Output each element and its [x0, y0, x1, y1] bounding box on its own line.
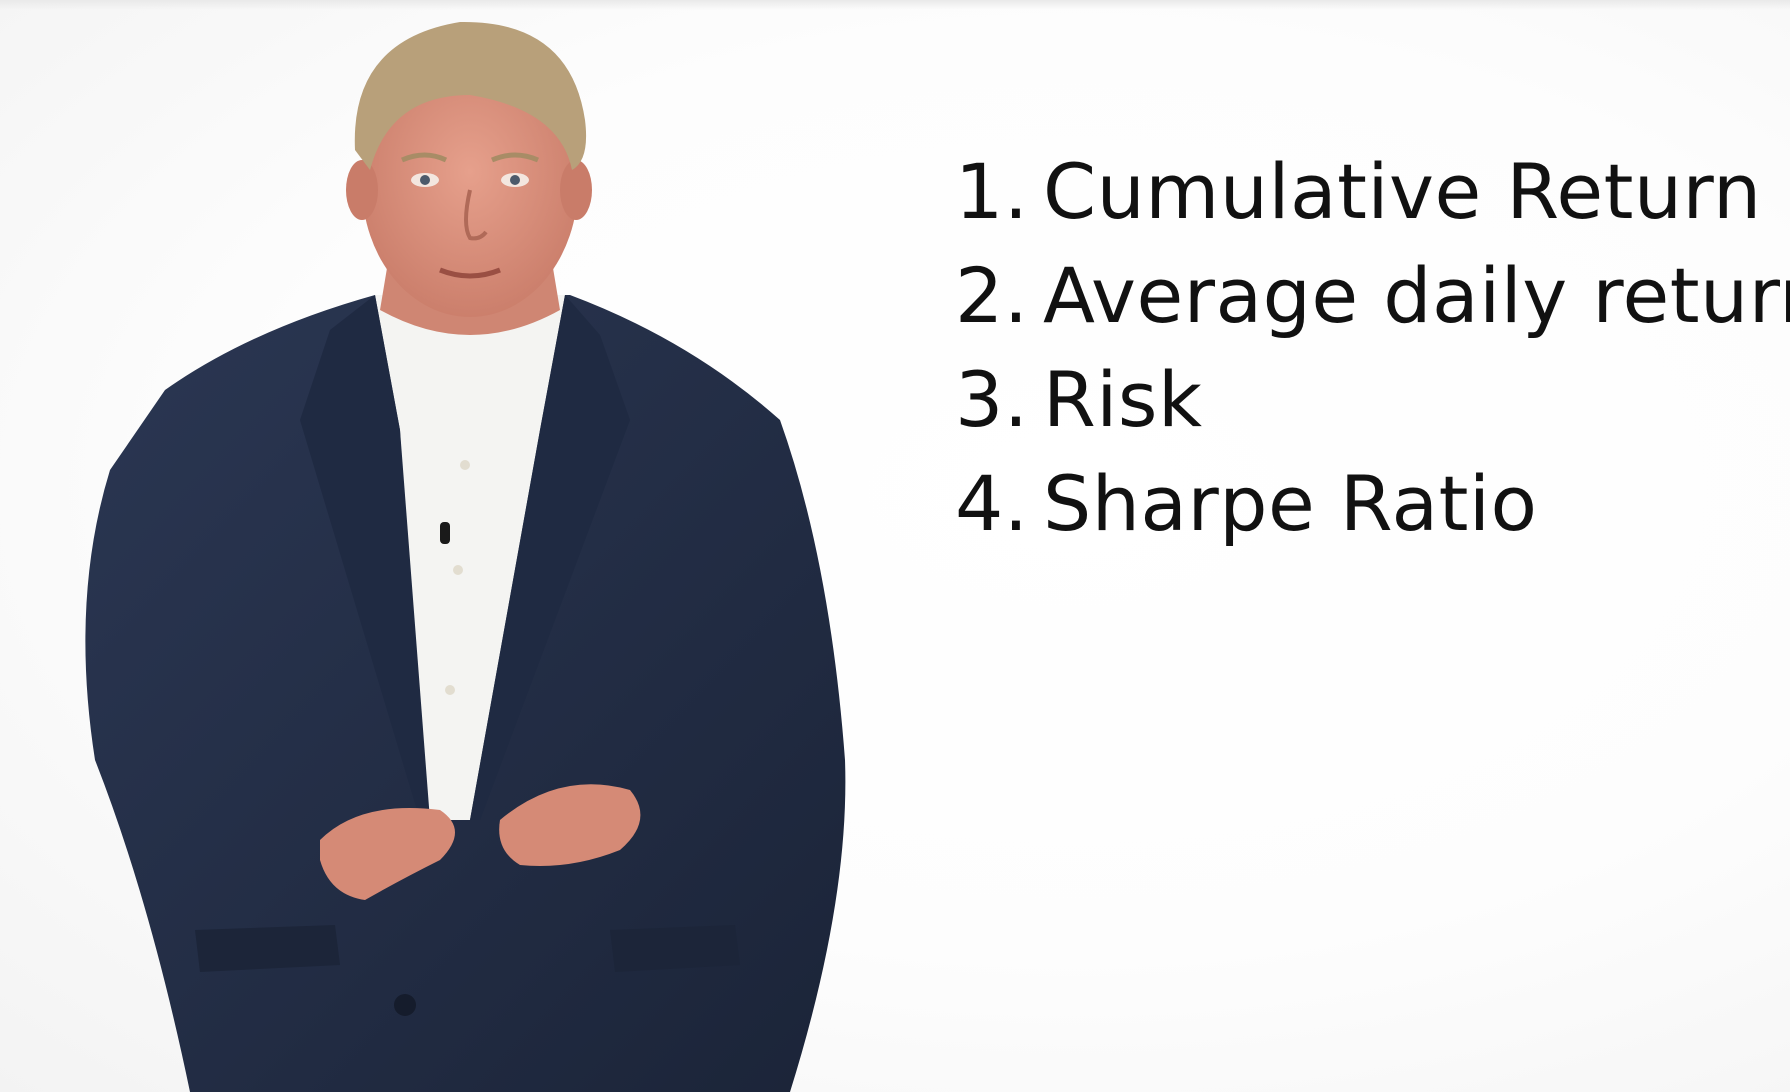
shirt-button [460, 460, 470, 470]
right-pocket-flap [610, 925, 740, 972]
hair [354, 21, 587, 170]
topic-number: 1. [955, 147, 1029, 236]
lavalier-microphone [440, 522, 450, 544]
right-lapel [470, 295, 630, 820]
shirt [375, 295, 565, 820]
right-hand [499, 784, 641, 866]
presenter-illustration [85, 21, 846, 1092]
topic-label: Cumulative Return [1043, 147, 1762, 236]
head [362, 53, 578, 317]
right-pupil [510, 175, 520, 185]
left-eyebrow [401, 152, 448, 163]
shirt-button [445, 685, 455, 695]
shirt-button [453, 565, 463, 575]
topic-item-average-daily-return: 2. Average daily return [955, 244, 1790, 348]
jacket-button [394, 994, 416, 1016]
left-hand [320, 808, 455, 900]
presenter-figure [0, 0, 880, 1092]
topic-number: 4. [955, 459, 1029, 548]
topic-label: Sharpe Ratio [1043, 459, 1538, 548]
topic-item-cumulative-return: 1. Cumulative Return [955, 140, 1790, 244]
left-pocket-flap [195, 925, 340, 972]
right-ear [560, 160, 592, 220]
mouth [439, 267, 501, 279]
topic-label: Risk [1043, 355, 1203, 444]
left-lapel [300, 295, 430, 820]
right-eyebrow [491, 152, 539, 163]
left-ear [346, 160, 378, 220]
left-pupil [420, 175, 430, 185]
top-edge-shade [0, 0, 1790, 10]
nose [464, 189, 488, 241]
topic-list: 1. Cumulative Return 2. Average daily retu… [955, 140, 1790, 556]
topic-number: 2. [955, 251, 1029, 340]
topic-item-sharpe-ratio: 4. Sharpe Ratio [955, 452, 1790, 556]
topic-number: 3. [955, 355, 1029, 444]
topic-label: Average daily return [1043, 251, 1790, 340]
topic-item-risk: 3. Risk [955, 348, 1790, 452]
